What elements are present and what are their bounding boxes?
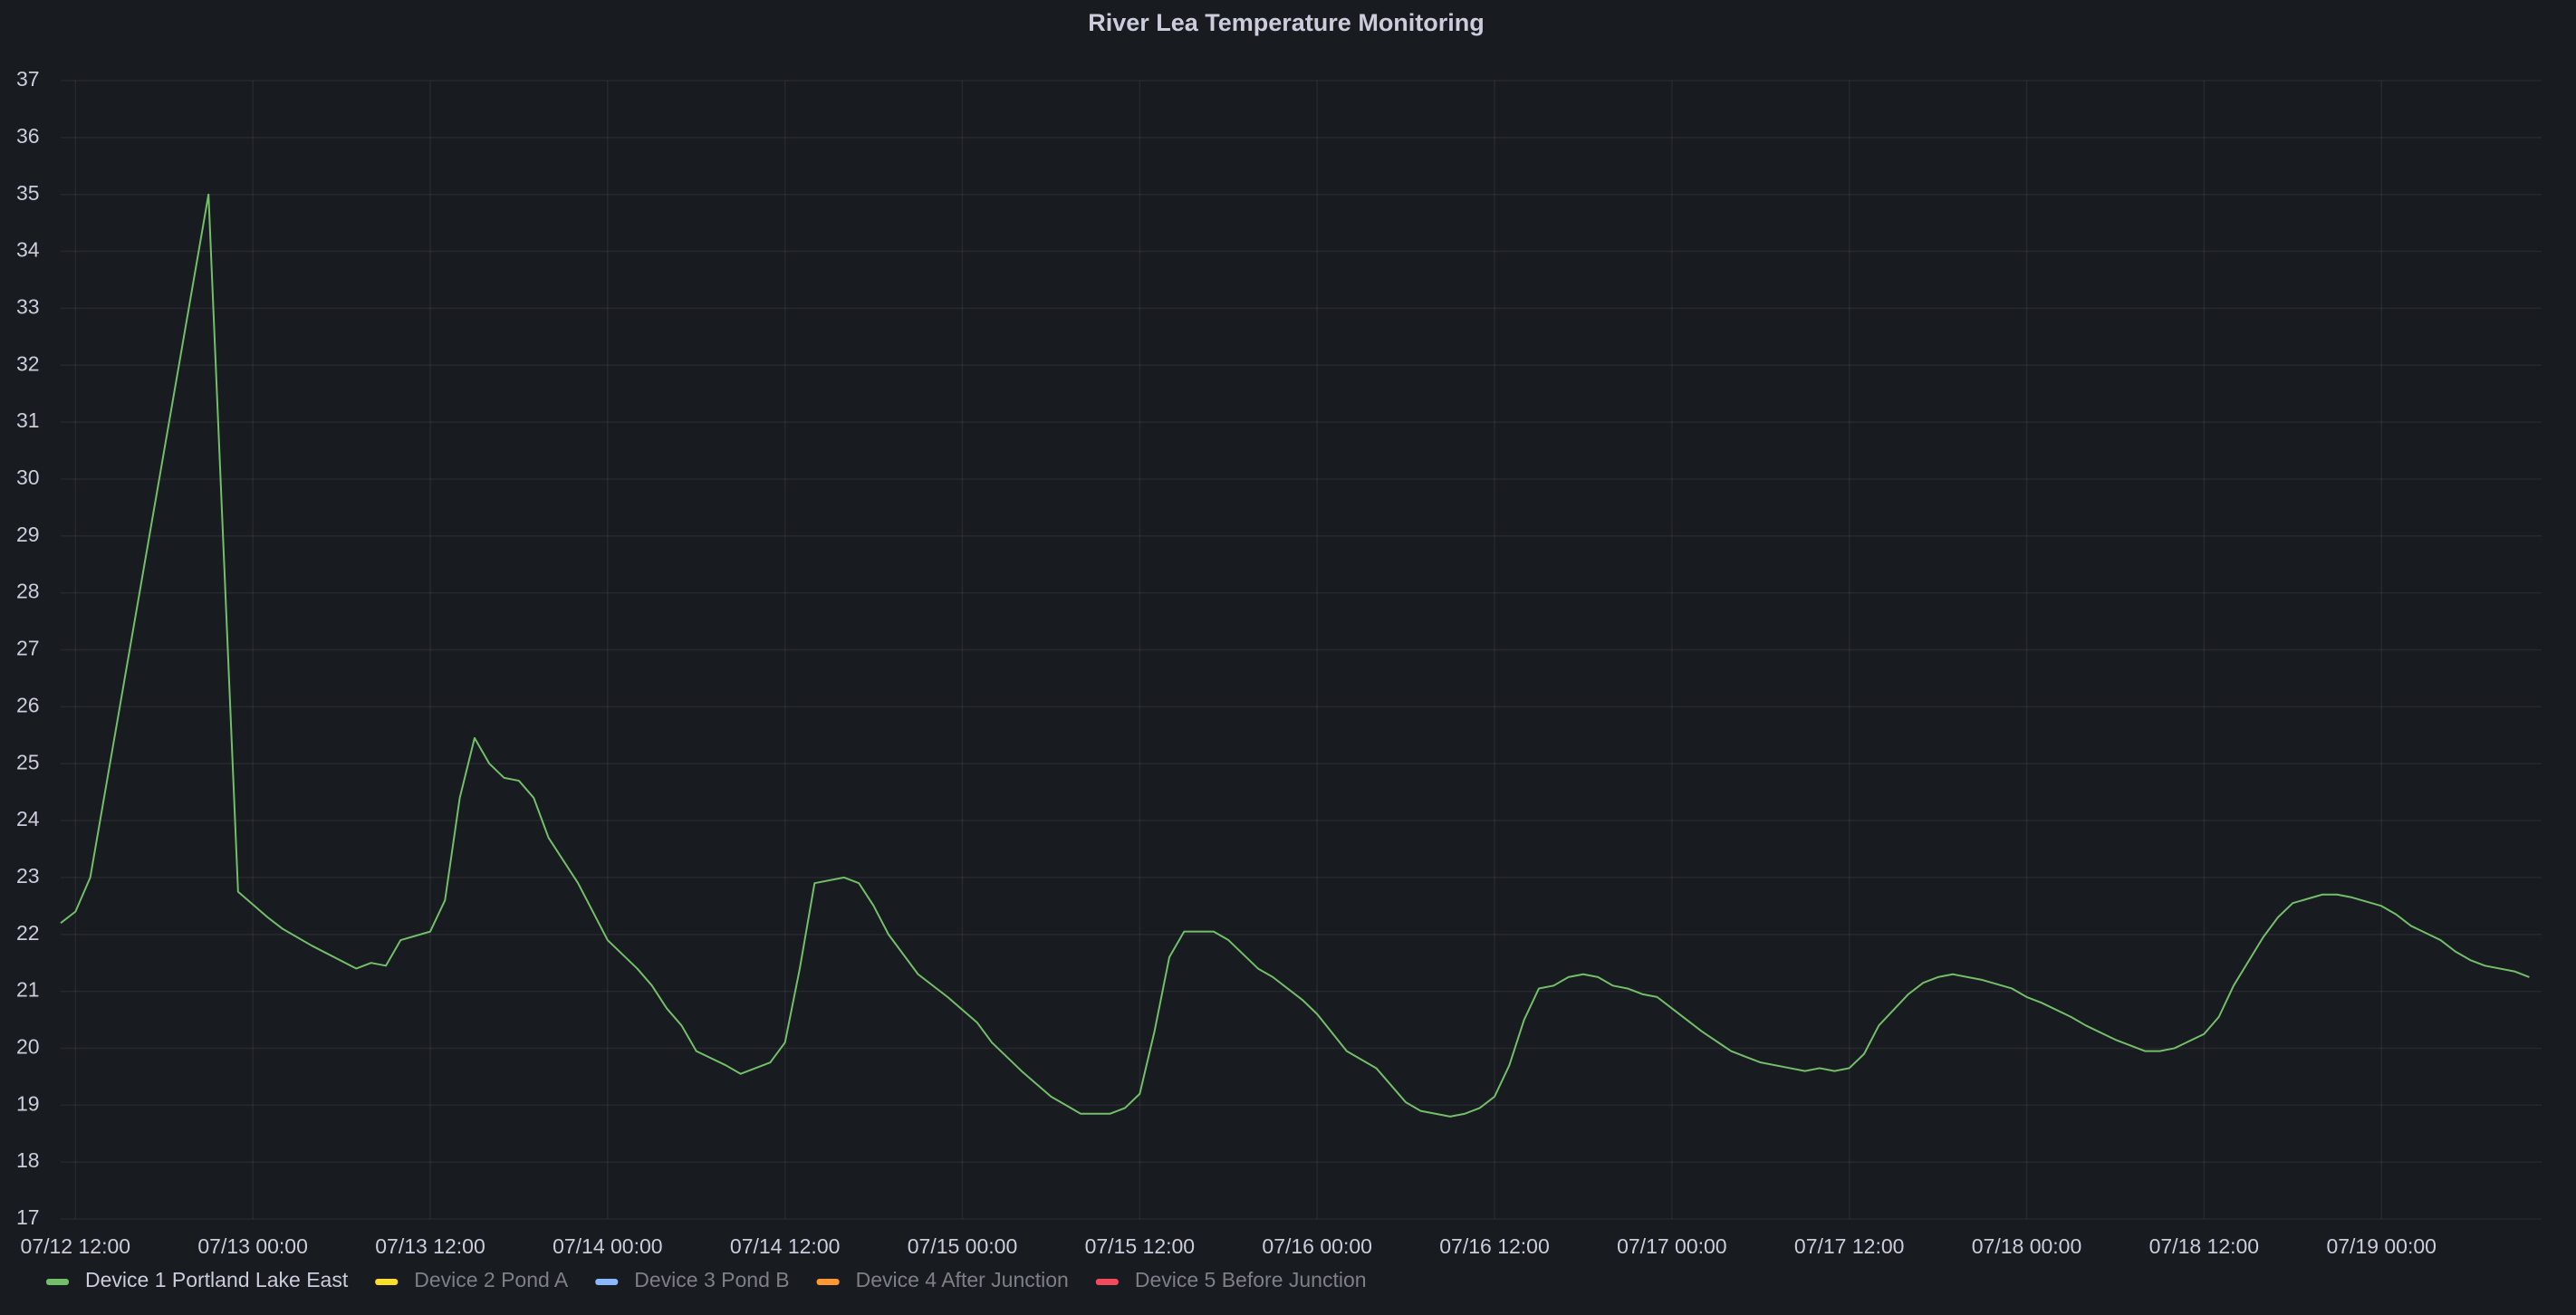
x-tick-label: 07/12 12:00	[21, 1234, 131, 1258]
y-tick-label: 29	[16, 523, 40, 546]
y-tick-label: 33	[16, 294, 40, 318]
legend-swatch	[375, 1279, 399, 1285]
y-tick-label: 36	[16, 124, 40, 148]
y-tick-label: 30	[16, 466, 40, 489]
x-tick-label: 07/17 12:00	[1794, 1234, 1905, 1258]
legend-label: Device 3 Pond B	[634, 1268, 789, 1291]
x-tick-label: 07/14 00:00	[553, 1234, 663, 1258]
y-tick-label: 24	[16, 807, 40, 830]
legend-swatch	[816, 1279, 840, 1285]
legend-label: Device 2 Pond A	[414, 1268, 569, 1291]
series-line	[60, 193, 2530, 1118]
x-tick-label: 07/17 00:00	[1617, 1234, 1727, 1258]
legend-swatch	[1095, 1279, 1119, 1285]
y-tick-label: 27	[16, 637, 40, 660]
y-tick-label: 21	[16, 978, 40, 1002]
y-tick-label: 25	[16, 750, 40, 773]
x-tick-label: 07/15 12:00	[1085, 1234, 1196, 1258]
x-tick-label: 07/13 00:00	[197, 1234, 308, 1258]
x-tick-label: 07/13 12:00	[375, 1234, 485, 1258]
y-tick-label: 34	[16, 238, 40, 262]
y-tick-label: 22	[16, 921, 40, 945]
x-tick-label: 07/16 00:00	[1262, 1234, 1372, 1258]
y-tick-label: 18	[16, 1148, 40, 1172]
legend-label: Device 1 Portland Lake East	[85, 1268, 349, 1291]
y-tick-label: 20	[16, 1035, 40, 1059]
x-tick-label: 07/16 12:00	[1439, 1234, 1550, 1258]
legend-label: Device 4 After Junction	[856, 1268, 1069, 1291]
y-tick-label: 19	[16, 1091, 40, 1115]
x-tick-label: 07/14 12:00	[730, 1234, 841, 1258]
y-tick-label: 23	[16, 864, 40, 888]
y-tick-label: 35	[16, 181, 40, 205]
legend-label: Device 5 Before Junction	[1135, 1268, 1367, 1291]
y-tick-label: 32	[16, 351, 40, 375]
y-tick-label: 26	[16, 693, 40, 716]
legend-swatch	[46, 1279, 69, 1285]
x-tick-label: 07/18 12:00	[2149, 1234, 2260, 1258]
x-tick-label: 07/19 00:00	[2326, 1234, 2437, 1258]
y-tick-label: 31	[16, 408, 40, 432]
x-tick-label: 07/18 00:00	[1972, 1234, 2082, 1258]
chart-title: River Lea Temperature Monitoring	[1088, 9, 1485, 36]
y-tick-label: 17	[16, 1205, 40, 1229]
y-tick-label: 37	[16, 67, 40, 91]
y-tick-label: 28	[16, 580, 40, 603]
legend-swatch	[595, 1279, 619, 1285]
x-tick-label: 07/15 00:00	[908, 1234, 1018, 1258]
